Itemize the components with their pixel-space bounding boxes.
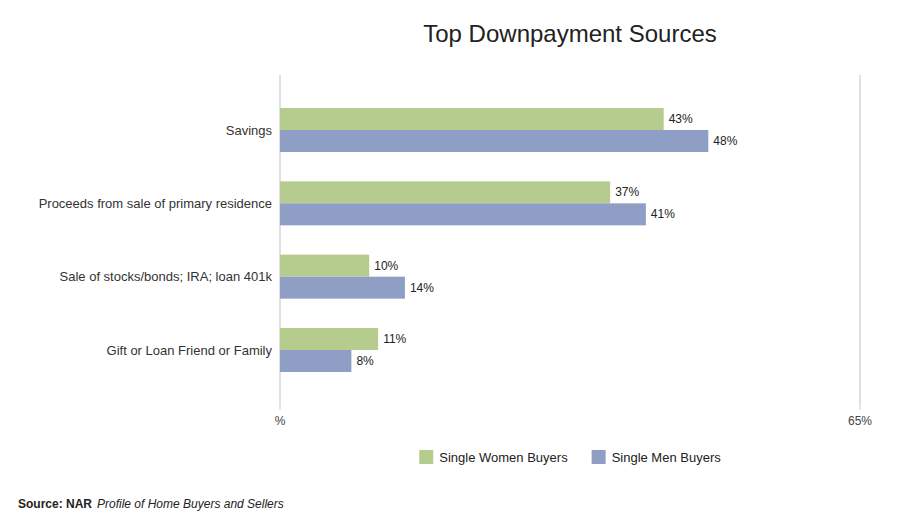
legend-item: Single Men Buyers: [592, 450, 722, 465]
legend-item: Single Women Buyers: [419, 450, 568, 465]
bar: [280, 328, 378, 350]
bar: [280, 203, 646, 225]
tick: [860, 405, 861, 410]
chart-container: Top Downpayment Sources 11% 10% 37% 43% 8% 14%…: [0, 0, 923, 520]
bar: [280, 181, 610, 203]
bar: [280, 108, 664, 130]
legend-swatch: [592, 450, 606, 464]
tick-label: 65%: [848, 414, 872, 428]
value-label: 8%: [356, 354, 374, 368]
category-label: Savings: [226, 123, 273, 138]
value-label: 43%: [669, 112, 693, 126]
bar: [280, 277, 405, 299]
tick: [280, 405, 281, 410]
value-label: 41%: [651, 207, 675, 221]
axis-line: [859, 75, 860, 405]
bar: [280, 130, 708, 152]
tick-label: %: [275, 414, 286, 428]
value-label: 14%: [410, 281, 434, 295]
bar: [280, 255, 369, 277]
category-label: Gift or Loan Friend or Family: [107, 343, 273, 358]
bars: [280, 108, 708, 372]
title: Top Downpayment Sources: [423, 20, 716, 47]
source-note: Source: NAR: [18, 497, 92, 511]
chart: Top Downpayment Sources 11% 10% 37% 43% 8% 14%…: [0, 0, 923, 520]
value-label: 10%: [374, 259, 398, 273]
value-label: 37%: [615, 185, 639, 199]
bar: [280, 350, 351, 372]
value-label: 48%: [713, 134, 737, 148]
source-note: Profile of Home Buyers and Sellers: [97, 497, 284, 511]
legend-label: Single Women Buyers: [439, 450, 568, 465]
value-label: 11%: [383, 332, 406, 346]
legend: Single Women Buyers Single Men Buyers: [419, 450, 721, 465]
legend-swatch: [419, 450, 433, 464]
category-label: Sale of stocks/bonds; IRA; loan 401k: [60, 269, 273, 284]
category-label: Proceeds from sale of primary residence: [39, 196, 272, 211]
data-labels: 11% 10% 37% 43% 8% 14% 41% 48%: [356, 112, 737, 368]
legend-label: Single Men Buyers: [612, 450, 722, 465]
